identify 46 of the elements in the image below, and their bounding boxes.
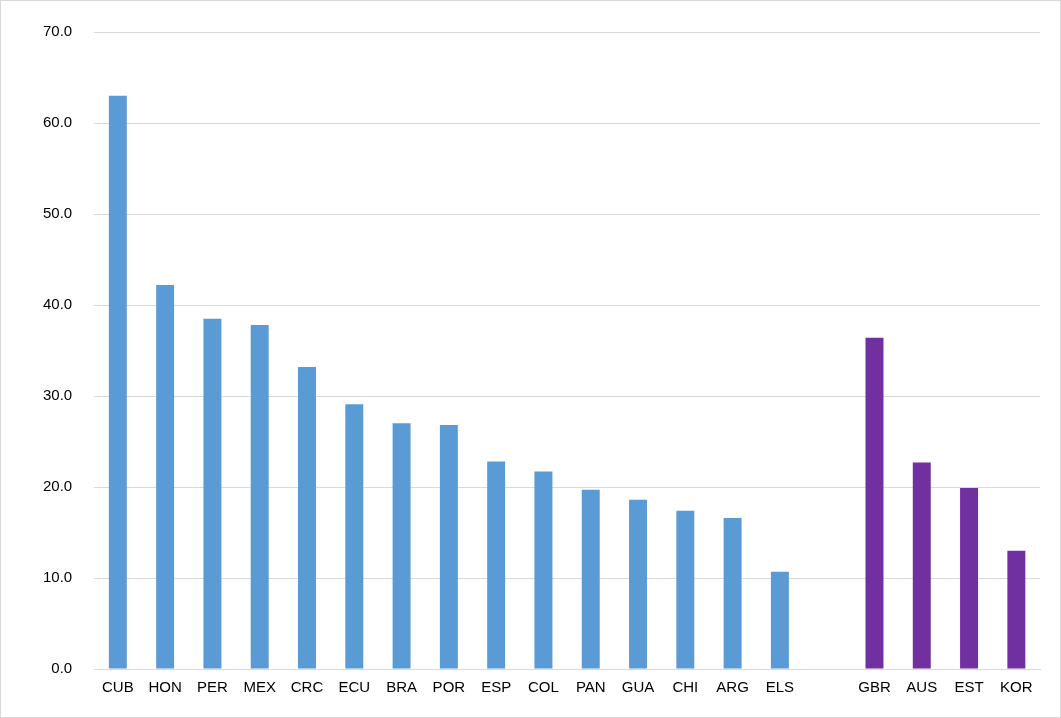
x-tick-label: GBR	[858, 678, 891, 696]
bar	[912, 462, 931, 669]
x-tick-label: GUA	[621, 678, 655, 696]
x-tick-label: ARG	[716, 678, 749, 696]
bar	[629, 499, 648, 669]
bar	[723, 517, 742, 669]
bar	[203, 318, 222, 669]
y-tick-label: 40.0	[42, 295, 73, 313]
x-tick-label: PER	[197, 678, 229, 696]
y-tick-label: 20.0	[42, 477, 73, 495]
x-tick-label: ESP	[481, 678, 512, 696]
y-tick-label: 30.0	[42, 386, 73, 404]
bar	[345, 404, 364, 669]
x-tick-label: CRC	[290, 678, 324, 696]
x-tick-label: COL	[528, 678, 559, 696]
bar	[298, 366, 316, 669]
x-tick-label: CHI	[672, 678, 699, 696]
bar	[770, 571, 789, 669]
x-tick-label: KOR	[1000, 678, 1033, 696]
x-tick-label: AUS	[906, 678, 938, 696]
x-tick-label: PAN	[575, 678, 606, 696]
y-tick-label: 0.0	[51, 659, 73, 677]
x-tick-label: ECU	[338, 678, 371, 696]
bar	[439, 425, 458, 669]
x-tick-label: HON	[148, 678, 182, 696]
y-tick-label: 60.0	[42, 113, 73, 131]
bar	[392, 423, 411, 669]
bar	[487, 461, 506, 669]
x-tick-label: EST	[954, 678, 984, 696]
bar	[156, 284, 175, 669]
y-tick-label: 50.0	[42, 204, 73, 222]
y-tick-label: 10.0	[42, 568, 73, 586]
x-tick-label: BRA	[386, 678, 417, 696]
bar	[676, 510, 695, 669]
x-tick-label: MEX	[243, 678, 276, 696]
y-tick-label: 70.0	[42, 22, 73, 40]
bar	[108, 95, 127, 669]
bar	[865, 337, 884, 669]
bar	[960, 487, 979, 669]
bar	[534, 471, 553, 669]
x-tick-label: POR	[432, 678, 466, 696]
bar	[1007, 550, 1026, 669]
x-tick-label: ELS	[765, 678, 795, 696]
bar	[250, 325, 269, 669]
x-tick-label: CUB	[102, 678, 134, 696]
bar	[581, 489, 600, 669]
